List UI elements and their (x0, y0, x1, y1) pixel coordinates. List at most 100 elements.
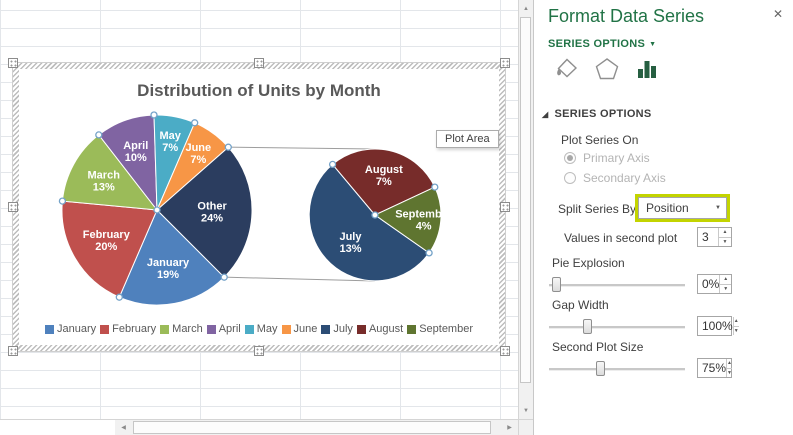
legend-item-april[interactable]: April (206, 323, 241, 335)
slider-track[interactable] (549, 368, 685, 371)
resize-handle-nw[interactable] (8, 58, 18, 68)
spinner-up-icon[interactable]: ▲ (719, 228, 731, 238)
pie-slice-other[interactable] (156, 146, 253, 278)
series-point-handle[interactable] (150, 111, 158, 119)
chart-title[interactable]: Distribution of Units by Month (137, 81, 381, 100)
legend-swatch (44, 324, 54, 334)
legend-label: February (112, 323, 157, 335)
spinner-value[interactable]: 100% (702, 319, 733, 333)
second-plot-size-spinner[interactable]: 75% ▲ ▼ (697, 358, 732, 378)
data-label-june: June 7% (185, 142, 211, 166)
resize-handle-ne[interactable] (500, 58, 510, 68)
resize-handle-n[interactable] (254, 58, 264, 68)
secondary-axis-label: Secondary Axis (583, 171, 666, 185)
series-point-handle[interactable] (115, 293, 123, 301)
series-point-handle[interactable] (224, 143, 232, 151)
vertical-scrollbar[interactable]: ▲ ▼ (518, 0, 533, 419)
data-label-may: May 7% (159, 130, 181, 154)
second-plot-size-slider[interactable] (549, 361, 685, 377)
gap-width-slider[interactable] (549, 319, 685, 335)
spinner-value[interactable]: 75% (702, 361, 727, 375)
slider-track[interactable] (549, 284, 685, 287)
horizontal-scrollbar-thumb[interactable] (133, 421, 491, 434)
slider-track[interactable] (549, 326, 685, 329)
scroll-up-icon[interactable]: ▲ (519, 0, 533, 17)
primary-axis-option[interactable]: Primary Axis (564, 151, 650, 165)
legend-item-february[interactable]: February (100, 323, 156, 335)
resize-handle-s[interactable] (254, 346, 264, 356)
chart-selection-frame[interactable]: Distribution of Units by Month January 19… (8, 58, 510, 356)
secondary-axis-radio[interactable] (564, 172, 576, 184)
series-point-handle[interactable] (58, 197, 67, 205)
vertical-scrollbar-thumb[interactable] (520, 17, 531, 383)
series-point-handle[interactable] (425, 249, 433, 257)
spinner-down-icon[interactable]: ▼ (722, 238, 728, 245)
scrollbar-corner (518, 419, 533, 435)
chart-area[interactable]: Distribution of Units by Month January 19… (19, 69, 499, 345)
resize-handle-w[interactable] (8, 202, 18, 212)
legend-item-march[interactable]: March (160, 323, 203, 335)
legend-label: March (172, 323, 203, 335)
legend-label: January (56, 323, 97, 335)
pie-slice-february[interactable] (61, 200, 158, 298)
legend-item-august[interactable]: August (356, 323, 403, 335)
spinner-up-icon[interactable]: ▲ (733, 317, 739, 327)
secondary-axis-option[interactable]: Secondary Axis (564, 171, 666, 185)
legend-swatch (281, 324, 291, 334)
series-point-handle[interactable] (95, 131, 103, 139)
series-options-icon[interactable] (634, 56, 660, 82)
series-point-handle[interactable] (371, 211, 379, 219)
pane-icon-tabs (554, 56, 660, 82)
legend-swatch (407, 324, 417, 334)
scroll-down-icon[interactable]: ▼ (519, 402, 533, 419)
resize-handle-sw[interactable] (8, 346, 18, 356)
gap-width-spinner[interactable]: 100% ▲ ▼ (697, 316, 739, 336)
series-point-handle[interactable] (153, 206, 161, 214)
scroll-left-icon[interactable]: ◀ (115, 420, 132, 435)
spinner-value[interactable]: 3 (702, 230, 709, 244)
pie-of-pie-chart[interactable]: January 19% February 20% March 13%April 10% May… (19, 69, 499, 345)
chevron-down-icon[interactable]: ▼ (715, 205, 721, 211)
chart-legend[interactable]: January February March April May June July Augu… (19, 323, 499, 335)
values-in-second-plot-label: Values in second plot (564, 231, 678, 245)
values-in-second-plot-spinner[interactable]: 3 ▲ ▼ (697, 227, 732, 247)
scroll-right-icon[interactable]: ▶ (501, 420, 518, 435)
plot-series-on-label: Plot Series On (561, 133, 639, 147)
spinner-down-icon[interactable]: ▼ (733, 327, 739, 334)
horizontal-scrollbar[interactable]: ◀ ▶ (115, 420, 518, 435)
spinner-down-icon[interactable]: ▼ (723, 285, 729, 292)
series-connector-line-top (228, 146, 376, 150)
series-point-handle[interactable] (431, 183, 439, 191)
legend-item-september[interactable]: September (407, 323, 473, 335)
close-icon[interactable]: ✕ (772, 7, 783, 21)
pie-explosion-slider[interactable] (549, 277, 685, 293)
legend-item-january[interactable]: January (44, 323, 97, 335)
spinner-up-icon[interactable]: ▲ (727, 359, 732, 369)
legend-item-june[interactable]: June (281, 323, 317, 335)
slider-thumb[interactable] (552, 277, 561, 292)
fill-line-icon[interactable] (554, 56, 580, 82)
split-series-dropdown[interactable]: Position ▼ (638, 197, 727, 219)
slider-thumb[interactable] (596, 361, 605, 376)
series-point-handle[interactable] (328, 160, 337, 169)
legend-item-may[interactable]: May (244, 323, 278, 335)
spinner-down-icon[interactable]: ▼ (727, 369, 732, 376)
series-point-handle[interactable] (220, 273, 228, 281)
pie-slice-january[interactable] (118, 209, 225, 306)
spinner-value[interactable]: 0% (702, 277, 720, 291)
slider-thumb[interactable] (583, 319, 592, 334)
legend-item-july[interactable]: July (321, 323, 353, 335)
primary-axis-radio[interactable] (564, 152, 576, 164)
data-label-july: July 13% (339, 231, 362, 255)
resize-handle-e[interactable] (500, 202, 510, 212)
resize-handle-se[interactable] (500, 346, 510, 356)
effects-icon[interactable] (594, 56, 620, 82)
spinner-up-icon[interactable]: ▲ (720, 275, 731, 285)
plot-area-tooltip: Plot Area (436, 130, 499, 148)
pie-explosion-spinner[interactable]: 0% ▲ ▼ (697, 274, 732, 294)
series-options-dropdown-tab[interactable]: SERIES OPTIONS ▼ (548, 38, 656, 50)
series-options-section-header[interactable]: ◢ SERIES OPTIONS (542, 108, 652, 120)
series-point-handle[interactable] (191, 119, 199, 127)
pie-slice-july[interactable] (308, 163, 430, 282)
